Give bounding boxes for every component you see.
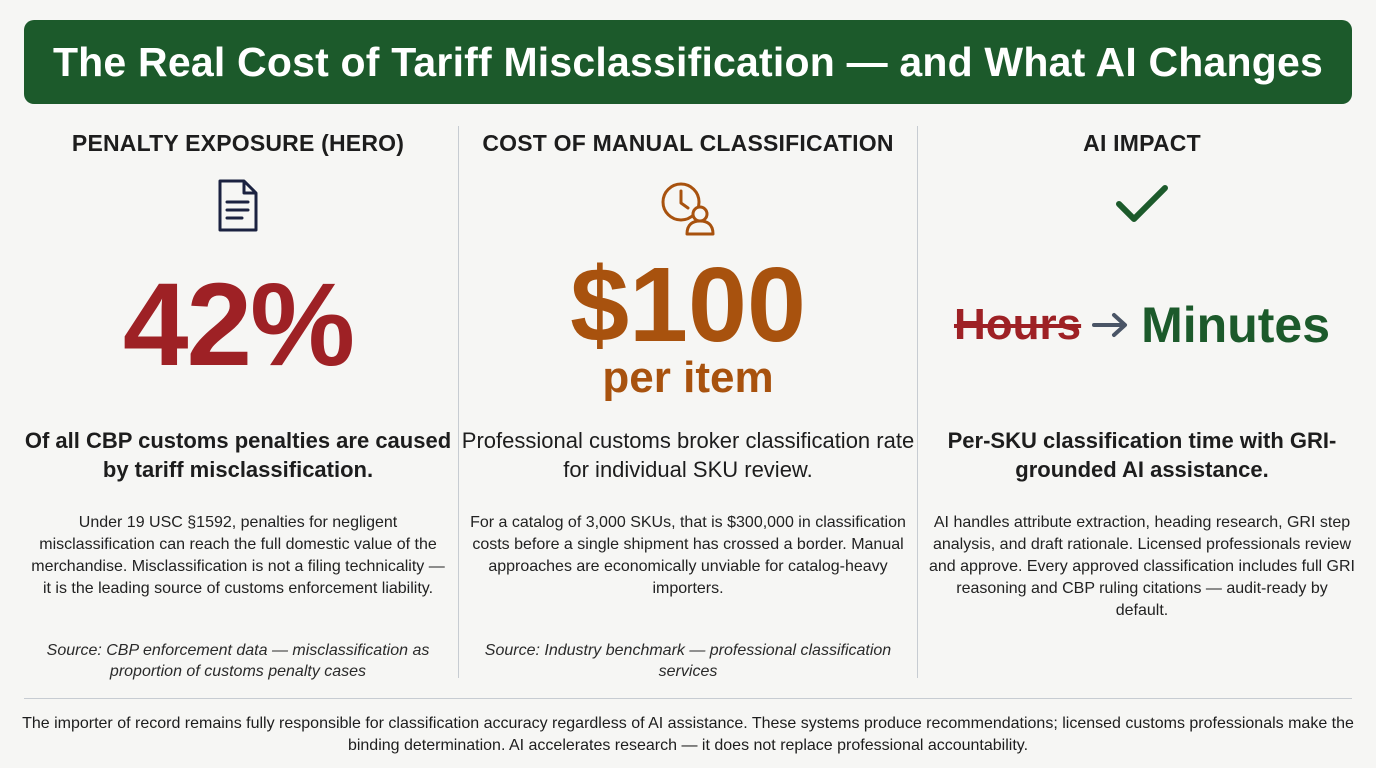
ai-body: AI handles attribute extraction, heading… — [929, 514, 1355, 619]
penalty-source: Source: CBP enforcement data — misclassi… — [46, 642, 430, 680]
checkmark-icon — [1116, 185, 1168, 222]
ai-lead: Per-SKU classification time with GRI-gro… — [947, 428, 1337, 482]
hours-label: Hours — [953, 300, 1082, 349]
page-title: The Real Cost of Tariff Misclassificatio… — [52, 38, 1324, 85]
document-icon — [218, 179, 258, 232]
clock-person-icon — [661, 182, 715, 236]
penalty-stat: 42% — [122, 259, 355, 391]
cost-source: Source: Industry benchmark — professiona… — [484, 642, 892, 680]
footer-divider — [24, 698, 1352, 699]
penalty-body: Under 19 USC §1592, penalties for neglig… — [31, 514, 445, 597]
cost-body: For a catalog of 3,000 SKUs, that is $30… — [470, 514, 906, 597]
title-banner: The Real Cost of Tariff Misclassificatio… — [24, 20, 1352, 104]
column-divider — [458, 126, 459, 678]
cost-lead: Professional customs broker classificati… — [461, 428, 915, 482]
minutes-label: Minutes — [1141, 297, 1331, 353]
columns-area: PENALTY EXPOSURE (HERO) 42% Of all CBP c… — [0, 126, 1376, 680]
penalty-lead: Of all CBP customs penalties are caused … — [24, 428, 452, 482]
arrow-right-icon — [1092, 313, 1128, 337]
column-heading: PENALTY EXPOSURE (HERO) — [71, 130, 405, 156]
time-comparison: Hours Minutes — [920, 296, 1364, 354]
penalty-exposure-column: PENALTY EXPOSURE (HERO) 42% Of all CBP c… — [20, 126, 456, 680]
cost-stat-unit: per item — [602, 353, 774, 402]
disclaimer-footer: The importer of record remains fully res… — [22, 715, 1354, 754]
cost-stat: $100 — [570, 246, 806, 364]
column-divider — [917, 126, 918, 678]
ai-impact-column: AI IMPACT Hours Minutes Per-SKU classifi… — [920, 126, 1364, 680]
manual-cost-column: COST OF MANUAL CLASSIFICATION $100 per i… — [460, 126, 916, 680]
column-heading: AI IMPACT — [1083, 130, 1201, 156]
column-heading: COST OF MANUAL CLASSIFICATION — [482, 130, 894, 156]
